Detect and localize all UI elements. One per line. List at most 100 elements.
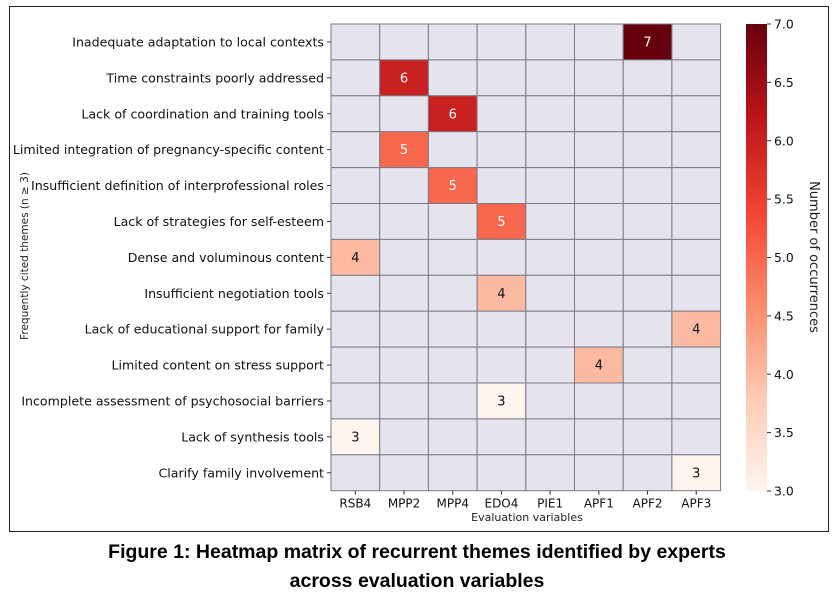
x-tick-label: PIE1 — [537, 497, 563, 511]
heatmap-cell-empty — [622, 454, 673, 492]
colorbar-tick-label: 3.0 — [774, 484, 794, 499]
heatmap-cell-empty — [330, 310, 381, 348]
heatmap-cell-filled — [476, 382, 527, 420]
x-tick-label: RSB4 — [339, 497, 371, 511]
heatmap-cell-empty — [671, 167, 722, 205]
heatmap-cell-empty — [379, 95, 429, 133]
heatmap-cell-empty — [427, 238, 478, 276]
cell-value-label: 6 — [400, 71, 408, 86]
heatmap-cell-empty — [330, 274, 381, 312]
heatmap-cell-empty — [622, 203, 673, 240]
heatmap-cell-empty — [330, 131, 381, 169]
heatmap-cell-empty — [574, 131, 624, 169]
heatmap-cell-empty — [427, 23, 478, 61]
heatmap-cell-empty — [574, 59, 624, 97]
heatmap-cell-empty — [476, 23, 527, 61]
heatmap-cell-empty — [622, 238, 673, 276]
heatmap-cell-empty — [622, 95, 673, 133]
heatmap-cell-empty — [379, 346, 429, 384]
cell-value-label: 3 — [497, 394, 505, 409]
caption-line-2: across evaluation variables — [289, 570, 545, 592]
y-tick-label: Lack of synthesis tools — [181, 429, 324, 444]
heatmap-cell-empty — [379, 382, 429, 420]
y-tick-label: Limited integration of pregnancy-specifi… — [13, 142, 324, 157]
heatmap-cell-empty — [574, 95, 624, 133]
y-tick-label: Lack of coordination and training tools — [81, 106, 324, 121]
y-tick-label: Time constraints poorly addressed — [105, 70, 324, 85]
heatmap-cell-empty — [476, 346, 527, 384]
heatmap-cell-empty — [574, 418, 624, 456]
heatmap-cell-empty — [525, 454, 575, 492]
cell-value-label: 4 — [351, 251, 359, 266]
heatmap-cell-empty — [622, 274, 673, 312]
colorbar-tick-label: 3.5 — [774, 425, 794, 440]
cell-value-label: 5 — [400, 143, 408, 158]
cell-value-label: 3 — [692, 466, 700, 481]
heatmap-cell-empty — [330, 95, 381, 133]
heatmap-cell-empty — [379, 418, 429, 456]
heatmap-cell-empty — [427, 310, 478, 348]
heatmap-cell-filled — [476, 203, 527, 240]
y-tick-label: Clarify family involvement — [158, 465, 324, 480]
heatmap-cell-empty — [427, 382, 478, 420]
heatmap-cell-empty — [379, 454, 429, 492]
colorbar-gradient — [746, 24, 767, 491]
caption-line-1: Figure 1: Heatmap matrix of recurrent th… — [108, 541, 726, 563]
figure-frame — [9, 6, 829, 532]
heatmap-cell-empty — [671, 59, 722, 97]
heatmap-cell-empty — [622, 310, 673, 348]
cell-value-label: 3 — [351, 430, 359, 445]
heatmap-cell-empty — [427, 59, 478, 97]
heatmap-cell-empty — [622, 131, 673, 169]
colorbar-tick-label: 5.0 — [774, 250, 794, 265]
heatmap-cell-empty — [574, 382, 624, 420]
y-tick-label: Limited content on stress support — [111, 358, 324, 373]
colorbar-tick-label: 6.5 — [774, 75, 794, 90]
heatmap-cell-empty — [379, 203, 429, 240]
heatmap-cell-empty — [427, 274, 478, 312]
colorbar — [746, 24, 767, 491]
y-tick-label: Insufficient definition of interprofessi… — [31, 178, 324, 193]
heatmap-cell-empty — [622, 418, 673, 456]
cell-value-label: 7 — [643, 35, 651, 50]
cell-value-label: 5 — [449, 179, 457, 194]
heatmap-cell-empty — [622, 59, 673, 97]
heatmap-cell-empty — [671, 131, 722, 169]
y-tick-labels: Inadequate adaptation to local contexts T… — [13, 34, 331, 480]
heatmap-cell-empty — [525, 346, 575, 384]
heatmap-cell-empty — [476, 167, 527, 205]
heatmap-cell-filled — [476, 274, 527, 312]
heatmap-cell-empty — [671, 23, 722, 61]
heatmap-chart: 7 6 6 5 5 5 4 4 4 4 3 3 3 Inadequate adaptation to l… — [13, 17, 821, 525]
heatmap-cell-empty — [330, 167, 381, 205]
heatmap-cell-empty — [525, 274, 575, 312]
colorbar-tick-label: 4.5 — [774, 308, 794, 323]
cell-value-label: 4 — [595, 359, 603, 374]
colorbar-tick-label: 6.0 — [774, 133, 794, 148]
heatmap-cell-empty — [622, 167, 673, 205]
heatmap-cells — [330, 23, 722, 492]
heatmap-cell-empty — [574, 274, 624, 312]
y-tick-label: Inadequate adaptation to local contexts — [72, 34, 324, 49]
heatmap-cell-empty — [671, 382, 722, 420]
heatmap-cell-empty — [476, 59, 527, 97]
heatmap-cell-empty — [574, 23, 624, 61]
x-axis-label: Evaluation variables — [471, 511, 583, 524]
heatmap-cell-empty — [671, 418, 722, 456]
y-tick-label: Lack of strategies for self-esteem — [114, 214, 324, 229]
heatmap-cell-empty — [476, 310, 527, 348]
heatmap-cell-filled — [379, 131, 429, 169]
heatmap-cell-empty — [476, 454, 527, 492]
y-tick-label: Insufficient negotiation tools — [144, 286, 324, 301]
heatmap-cell-empty — [427, 346, 478, 384]
cell-value-label: 6 — [449, 107, 457, 122]
heatmap-cell-empty — [330, 454, 381, 492]
heatmap-cell-empty — [525, 203, 575, 240]
heatmap-cell-empty — [525, 167, 575, 205]
heatmap-cell-empty — [476, 418, 527, 456]
cell-value-label: 5 — [497, 215, 505, 230]
y-tick-label: Dense and voluminous content — [128, 250, 324, 265]
x-tick-label: APF1 — [584, 497, 614, 511]
heatmap-cell-empty — [476, 131, 527, 169]
heatmap-cell-empty — [525, 310, 575, 348]
